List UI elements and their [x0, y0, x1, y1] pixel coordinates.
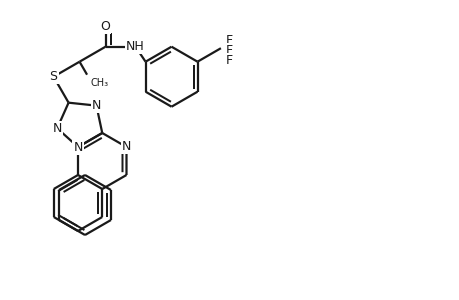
- Text: F: F: [225, 44, 233, 57]
- Text: NH: NH: [126, 40, 145, 53]
- Text: N: N: [73, 140, 83, 154]
- Text: S: S: [50, 70, 57, 83]
- Text: N: N: [91, 99, 101, 112]
- Text: N: N: [52, 122, 62, 135]
- Text: F: F: [225, 54, 233, 67]
- Text: N: N: [122, 140, 131, 154]
- Text: CH₃: CH₃: [90, 78, 108, 88]
- Text: F: F: [225, 34, 233, 47]
- Text: O: O: [101, 20, 110, 33]
